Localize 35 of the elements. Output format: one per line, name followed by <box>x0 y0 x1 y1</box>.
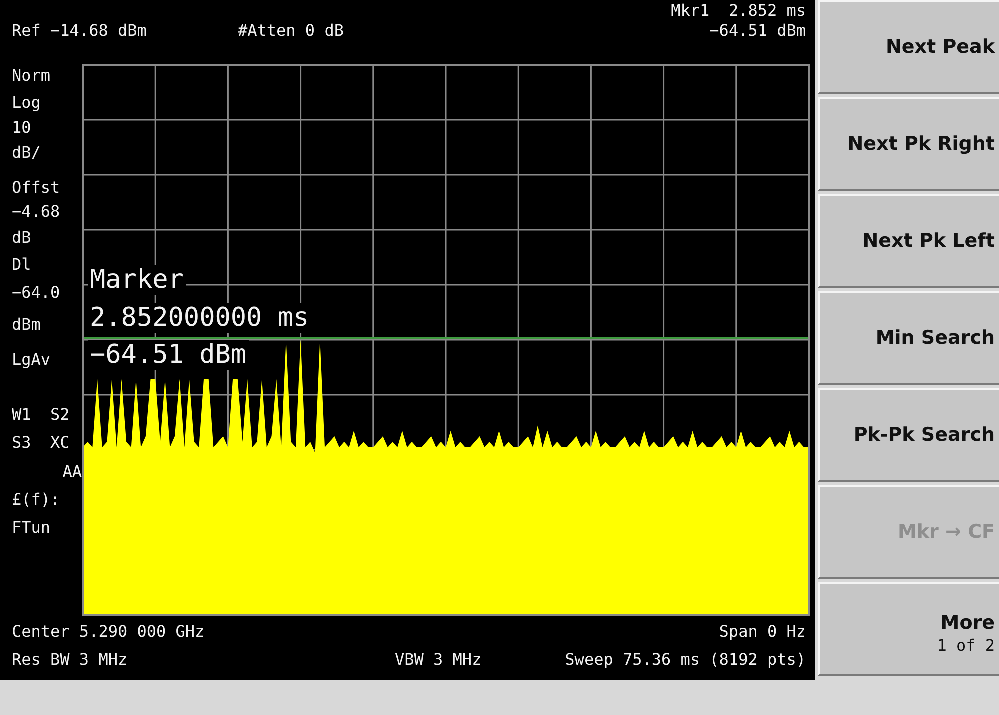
text: £(f): <box>12 490 60 509</box>
text: Log <box>12 93 41 112</box>
soft-key-button: Pk-Pk Search <box>818 388 999 482</box>
soft-key-button: Next Pk Right <box>818 97 999 191</box>
text: LgAv <box>12 350 51 369</box>
text: −4.68 <box>12 202 60 221</box>
text: Res BW 3 MHz <box>12 650 128 669</box>
text: VBW 3 MHz <box>395 650 482 669</box>
text: dB/ <box>12 143 41 162</box>
soft-key-button: More 1 of 2 <box>818 582 999 676</box>
text: Offst <box>12 178 60 197</box>
text: Norm <box>12 66 51 85</box>
soft-key-button: Next Peak <box>818 0 999 94</box>
text: S3 XC <box>12 433 70 452</box>
text: W1 S2 <box>12 405 70 424</box>
text: dBm <box>12 315 41 334</box>
text: Sweep 75.36 ms (8192 pts) <box>565 650 806 669</box>
text: Center 5.290 000 GHz <box>12 622 205 641</box>
text: FTun <box>12 518 51 537</box>
text: dB <box>12 228 32 247</box>
text: Marker <box>88 265 186 295</box>
soft-key-button: Mkr → CF <box>818 485 999 579</box>
text: Dl <box>12 255 32 274</box>
soft-key-button: Min Search <box>818 291 999 385</box>
annotation: −64.51 dBm <box>88 340 249 370</box>
text: 2.852000000 ms <box>88 303 312 333</box>
text: Mkr1 2.852 ms <box>671 1 806 20</box>
text: 10 <box>12 118 32 137</box>
text: #Atten 0 dB <box>238 21 344 40</box>
text: Ref −14.68 dBm <box>12 21 147 40</box>
soft-key-button: Next Pk Left <box>818 194 999 288</box>
text: Span 0 Hz <box>719 622 806 641</box>
text: −64.51 dBm <box>710 21 806 40</box>
text: −64.0 <box>12 283 60 302</box>
text: AA <box>62 462 82 481</box>
